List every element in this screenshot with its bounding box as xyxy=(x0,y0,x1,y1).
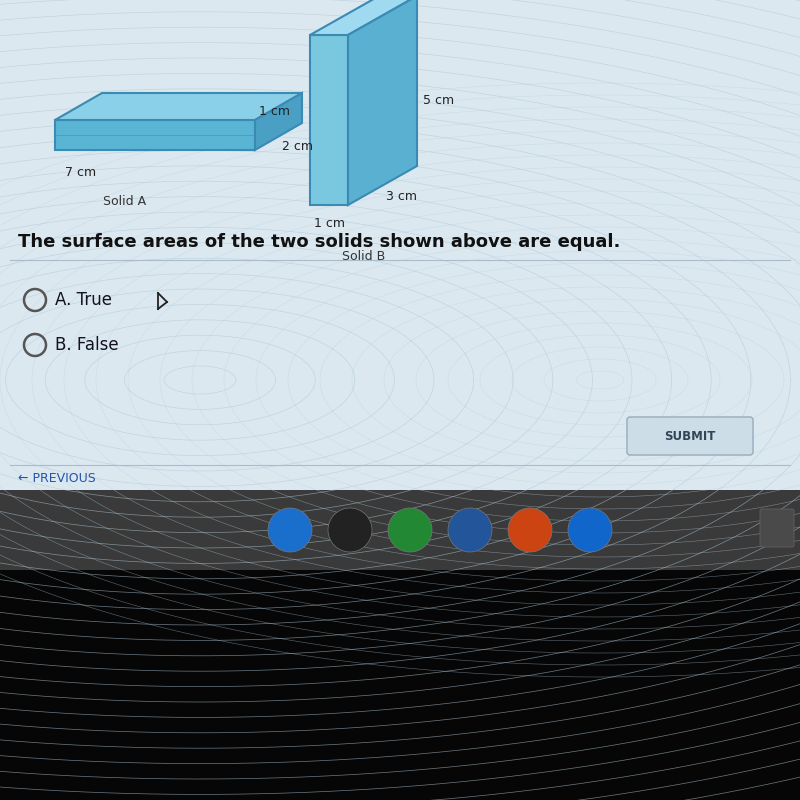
Text: A. True: A. True xyxy=(55,291,112,309)
FancyBboxPatch shape xyxy=(760,509,794,547)
Text: 1 cm: 1 cm xyxy=(314,217,345,230)
Text: The surface areas of the two solids shown above are equal.: The surface areas of the two solids show… xyxy=(18,233,620,251)
Polygon shape xyxy=(255,93,302,150)
Bar xyxy=(0,570,800,800)
Circle shape xyxy=(508,508,552,552)
Text: Solid B: Solid B xyxy=(342,250,385,263)
Text: 5 cm: 5 cm xyxy=(423,94,454,107)
Text: B. False: B. False xyxy=(55,336,118,354)
FancyBboxPatch shape xyxy=(627,417,753,455)
Text: Solid A: Solid A xyxy=(103,195,146,208)
Circle shape xyxy=(328,508,372,552)
Text: 1 cm: 1 cm xyxy=(259,105,290,118)
Text: 3 cm: 3 cm xyxy=(386,190,418,202)
Circle shape xyxy=(268,508,312,552)
Polygon shape xyxy=(348,0,417,205)
Text: 2 cm: 2 cm xyxy=(282,141,314,154)
Text: SUBMIT: SUBMIT xyxy=(664,430,716,442)
Circle shape xyxy=(568,508,612,552)
Polygon shape xyxy=(55,93,302,120)
Circle shape xyxy=(388,508,432,552)
Bar xyxy=(0,490,800,570)
Polygon shape xyxy=(310,0,417,35)
Polygon shape xyxy=(55,120,255,150)
Text: 7 cm: 7 cm xyxy=(65,166,96,179)
Circle shape xyxy=(448,508,492,552)
Text: ← PREVIOUS: ← PREVIOUS xyxy=(18,471,96,485)
Bar xyxy=(0,0,800,490)
Polygon shape xyxy=(310,35,348,205)
